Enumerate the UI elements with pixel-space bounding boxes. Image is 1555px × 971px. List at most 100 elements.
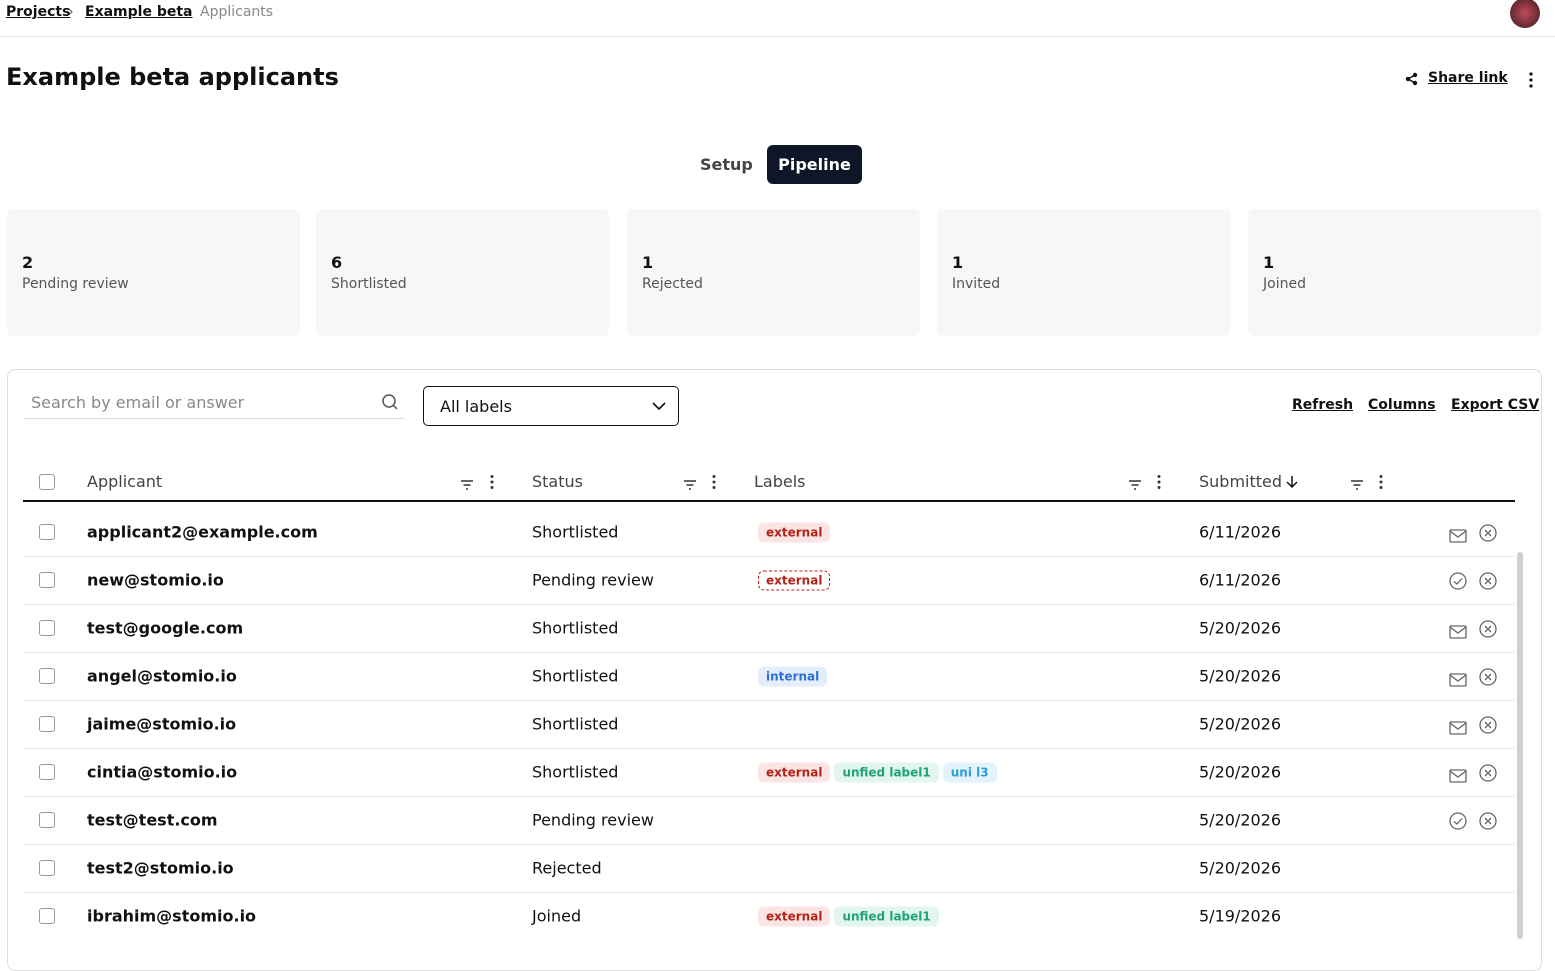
row-divider bbox=[23, 748, 1515, 749]
sort-icon[interactable] bbox=[1285, 474, 1299, 490]
row-divider bbox=[23, 700, 1515, 701]
separator: › bbox=[68, 4, 74, 20]
column-menu[interactable] bbox=[711, 474, 717, 494]
column-header[interactable]: Applicant bbox=[87, 472, 163, 491]
applicant-email: test2@stomio.io bbox=[87, 858, 234, 878]
reject-button[interactable] bbox=[1479, 764, 1497, 786]
row-checkbox[interactable] bbox=[39, 764, 55, 780]
applicant-email: angel@stomio.io bbox=[87, 666, 237, 686]
avatar[interactable] bbox=[1510, 0, 1540, 28]
labels: external bbox=[758, 570, 834, 591]
refresh[interactable]: Refresh bbox=[1292, 397, 1354, 413]
label-tag: external bbox=[758, 522, 831, 543]
filter-icon[interactable] bbox=[1350, 476, 1364, 495]
share-icon bbox=[1405, 72, 1418, 86]
submitted-date: 5/20/2026 bbox=[1199, 666, 1282, 686]
tab[interactable]: Setup bbox=[700, 155, 753, 174]
share-link[interactable]: Share link bbox=[1428, 70, 1508, 86]
labels: external unfied label1 bbox=[758, 906, 943, 927]
stat-card: 1 Rejected bbox=[627, 209, 920, 336]
column-header[interactable]: Labels bbox=[754, 472, 806, 491]
row-checkbox[interactable] bbox=[39, 524, 55, 540]
search-icon bbox=[382, 394, 398, 410]
applicant-email: cintia@stomio.io bbox=[87, 762, 238, 782]
stat-value: 2 bbox=[22, 253, 34, 272]
column-menu[interactable] bbox=[1378, 474, 1384, 494]
status: Shortlisted bbox=[532, 762, 619, 782]
status: Pending review bbox=[532, 570, 654, 590]
stat-label: Rejected bbox=[642, 276, 703, 292]
breadcrumb[interactable]: Example beta bbox=[85, 4, 193, 20]
applicant-email: ibrahim@stomio.io bbox=[87, 906, 257, 926]
filter-icon[interactable] bbox=[1128, 476, 1142, 495]
row-checkbox[interactable] bbox=[39, 620, 55, 636]
reject-button[interactable] bbox=[1479, 716, 1497, 738]
tab-active[interactable]: Pipeline bbox=[767, 145, 862, 184]
search-placeholder: Search by email or answer bbox=[31, 393, 245, 412]
stat-label: Joined bbox=[1263, 276, 1306, 292]
row-divider bbox=[23, 844, 1515, 845]
export-csv[interactable]: Export CSV bbox=[1451, 397, 1540, 413]
approve-button[interactable] bbox=[1449, 572, 1467, 594]
row-divider bbox=[23, 556, 1515, 557]
column-menu[interactable] bbox=[489, 474, 495, 494]
row-divider bbox=[23, 796, 1515, 797]
reject-button[interactable] bbox=[1479, 572, 1497, 594]
row-checkbox[interactable] bbox=[39, 572, 55, 588]
stat-label: Shortlisted bbox=[331, 276, 407, 292]
status: Shortlisted bbox=[532, 714, 619, 734]
stat-value: 1 bbox=[1263, 253, 1275, 272]
label-tag: uni l3 bbox=[942, 762, 997, 783]
submitted-date: 6/11/2026 bbox=[1199, 570, 1282, 590]
labels: external unfied label1 uni l3 bbox=[758, 762, 1001, 783]
row-divider bbox=[23, 652, 1515, 653]
columns[interactable]: Columns bbox=[1368, 397, 1436, 413]
filter-icon[interactable] bbox=[460, 476, 474, 495]
label-select[interactable] bbox=[423, 386, 679, 426]
submitted-date: 5/20/2026 bbox=[1199, 810, 1282, 830]
breadcrumb: Applicants bbox=[200, 4, 274, 20]
column-header[interactable]: Submitted bbox=[1199, 472, 1283, 491]
invite-button[interactable] bbox=[1449, 768, 1467, 787]
reject-button[interactable] bbox=[1479, 668, 1497, 690]
stat-value: 6 bbox=[331, 253, 343, 272]
submitted-date: 5/20/2026 bbox=[1199, 858, 1282, 878]
submitted-date: 6/11/2026 bbox=[1199, 522, 1282, 542]
reject-button[interactable] bbox=[1479, 812, 1497, 834]
stat-value: 1 bbox=[952, 253, 964, 272]
invite-button[interactable] bbox=[1449, 672, 1467, 691]
row-checkbox[interactable] bbox=[39, 860, 55, 876]
stat-card: 1 Joined bbox=[1248, 209, 1541, 336]
row-divider bbox=[23, 892, 1515, 893]
more-menu[interactable] bbox=[1526, 71, 1536, 89]
status: Shortlisted bbox=[532, 618, 619, 638]
status: Pending review bbox=[532, 810, 654, 830]
invite-button[interactable] bbox=[1449, 720, 1467, 739]
stat-label: Invited bbox=[952, 276, 1001, 292]
label-tag: external bbox=[758, 570, 831, 591]
stat-card: 1 Invited bbox=[937, 209, 1230, 336]
breadcrumb[interactable]: Projects bbox=[6, 4, 71, 20]
applicant-email: jaime@stomio.io bbox=[87, 714, 237, 734]
filter-icon[interactable] bbox=[683, 476, 697, 495]
status: Joined bbox=[532, 906, 582, 926]
search-box[interactable] bbox=[23, 392, 405, 419]
column-menu[interactable] bbox=[1156, 474, 1162, 494]
scrollbar[interactable] bbox=[1517, 552, 1523, 939]
invite-button[interactable] bbox=[1449, 624, 1467, 643]
row-checkbox[interactable] bbox=[39, 908, 55, 924]
column-header[interactable]: Status bbox=[532, 472, 583, 491]
label-tag: internal bbox=[758, 666, 828, 687]
invite-button[interactable] bbox=[1449, 528, 1467, 547]
reject-button[interactable] bbox=[1479, 524, 1497, 546]
row-checkbox[interactable] bbox=[39, 716, 55, 732]
chevron bbox=[652, 402, 666, 411]
approve-button[interactable] bbox=[1449, 812, 1467, 834]
label-tag: external bbox=[758, 762, 831, 783]
reject-button[interactable] bbox=[1479, 620, 1497, 642]
label-tag: unfied label1 bbox=[834, 906, 939, 927]
select-all[interactable] bbox=[39, 474, 55, 490]
row-checkbox[interactable] bbox=[39, 668, 55, 684]
row-checkbox[interactable] bbox=[39, 812, 55, 828]
applicant-email: new@stomio.io bbox=[87, 570, 224, 590]
